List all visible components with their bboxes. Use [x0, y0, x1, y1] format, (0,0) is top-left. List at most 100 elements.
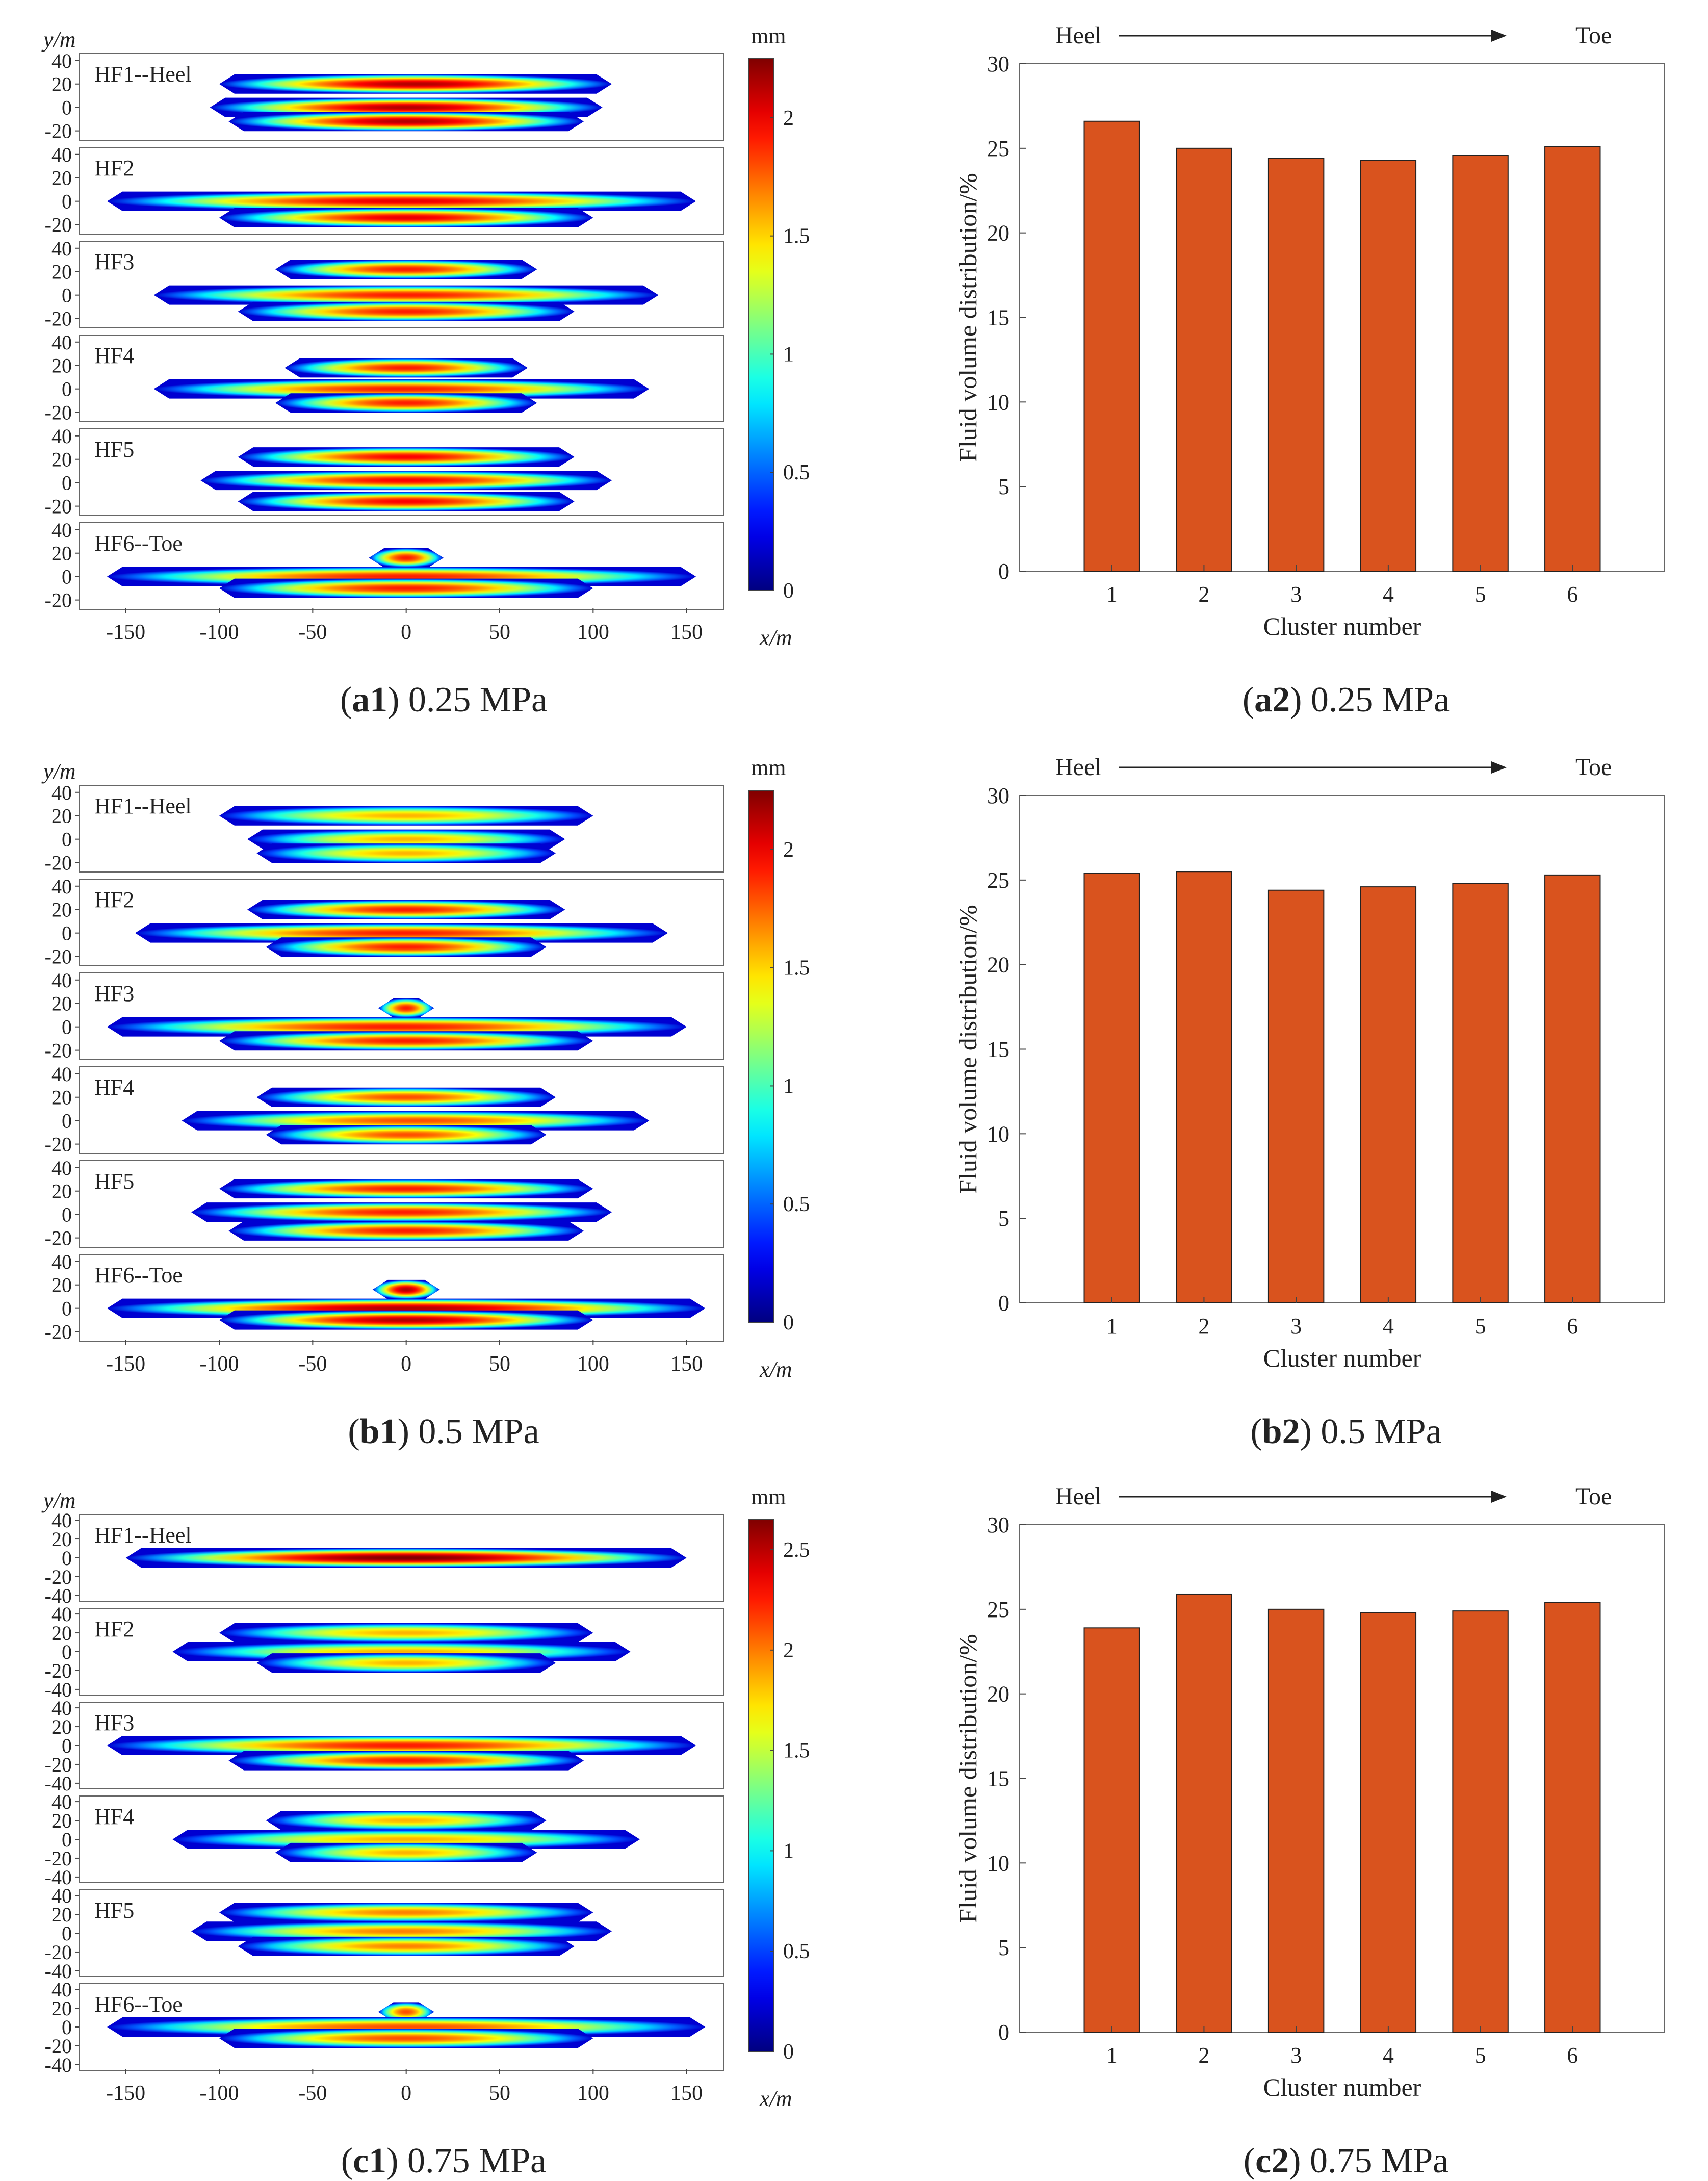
y-tick-label: 0 — [62, 190, 72, 213]
x-tick-label: -100 — [200, 2082, 239, 2105]
colorbar-tick-label: 1.5 — [783, 225, 810, 248]
fracture-width-contour — [256, 1653, 556, 1673]
bar-chart: Heel Toe 0 5 10 15 20 25 30 1 2 3 4 5 6 Cluster number F… — [953, 22, 1665, 640]
y-tick-label: 40 — [51, 49, 72, 72]
bar-chart: Heel Toe 0 5 10 15 20 25 30 1 2 3 4 5 6 Cluster number F… — [953, 1483, 1665, 2101]
x-tick-label: 4 — [1383, 2043, 1394, 2068]
colorbar-unit: mm — [751, 755, 786, 780]
bar — [1267, 158, 1325, 572]
y-tick-label: 40 — [51, 519, 72, 542]
fracture-width-contour — [219, 1623, 593, 1643]
x-tick-label: 5 — [1475, 2043, 1486, 2068]
bar — [1176, 1593, 1232, 2033]
y-tick-label: 10 — [987, 390, 1010, 415]
fracture-width-contour — [284, 358, 528, 378]
y-tick-label: 30 — [987, 52, 1010, 76]
y-tick-label: 20 — [987, 221, 1010, 246]
x-tick-label: 1 — [1106, 582, 1118, 607]
y-tick-label: 40 — [51, 1697, 72, 1720]
bar — [1083, 1627, 1140, 2033]
fracture-label: HF5 — [94, 1898, 134, 1923]
y-tick-label: 40 — [51, 1978, 72, 2001]
fracture-label: HF3 — [94, 249, 134, 274]
x-tick-label: -100 — [200, 621, 239, 644]
subplot-frame — [79, 1066, 724, 1154]
y-tick-label: 40 — [51, 425, 72, 448]
x-tick-label: 150 — [670, 621, 703, 644]
y-tick-label: -20 — [45, 120, 72, 143]
x-tick-label: -50 — [298, 621, 327, 644]
y-tick-label: 0 — [998, 2020, 1010, 2045]
x-tick-label: 100 — [577, 2082, 609, 2105]
y-tick-label: 0 — [62, 284, 72, 307]
y-tick-label: 40 — [51, 1790, 72, 1813]
fracture-width-contour — [266, 1125, 547, 1145]
x-tick-label: 3 — [1290, 2043, 1302, 2068]
y-tick-label: 20 — [51, 1997, 72, 2020]
y-tick-label: 0 — [62, 1110, 72, 1133]
fracture-width-contour — [107, 1736, 696, 1755]
y-tick-label: -20 — [45, 214, 72, 237]
x-tick-label: 4 — [1383, 582, 1394, 607]
y-tick-label: 0 — [998, 559, 1010, 584]
bar — [1083, 120, 1140, 572]
y-tick-label: -20 — [45, 1566, 72, 1588]
fracture-label: HF2 — [94, 156, 134, 181]
y-tick-label: 20 — [51, 1180, 72, 1203]
y-tick-label: 0 — [62, 1547, 72, 1570]
x-tick-label: 50 — [489, 1352, 510, 1376]
x-tick-label: 100 — [577, 1352, 609, 1376]
y-tick-label: 40 — [51, 1157, 72, 1179]
y-tick-label: -20 — [45, 401, 72, 424]
fracture-width-contour — [219, 74, 612, 94]
y-tick-label: -20 — [45, 1753, 72, 1776]
y-tick-label: 40 — [51, 781, 72, 804]
x-tick-label: 6 — [1567, 582, 1578, 607]
fracture-label: HF6--Toe — [94, 1992, 183, 2017]
y-tick-label: 0 — [62, 828, 72, 851]
x-tick-label: -100 — [200, 1352, 239, 1376]
y-tick-label: 40 — [51, 969, 72, 992]
fracture-width-contour — [219, 1903, 593, 1922]
x-tick-label: 0 — [401, 2082, 411, 2105]
x-tick-label: 0 — [401, 1352, 411, 1376]
panel-a: y/m40200-20HF1--Heel40200-20HF240200-20H… — [41, 22, 1665, 720]
arrow-head-icon — [1491, 1491, 1507, 1503]
fracture-label: HF6--Toe — [94, 1263, 183, 1288]
fracture-label: HF2 — [94, 1616, 134, 1641]
fracture-width-contour — [238, 447, 575, 467]
y-tick-label: 10 — [987, 1851, 1010, 1876]
y-tick-label: -20 — [45, 1659, 72, 1682]
x-tick-label: 2 — [1198, 1314, 1209, 1339]
y-tick-label: 20 — [51, 73, 72, 96]
bar — [1452, 883, 1509, 1303]
fracture-width-contour — [125, 1548, 687, 1568]
fracture-width-contour — [135, 923, 668, 943]
y-tick-label: -20 — [45, 1133, 72, 1156]
fracture-width-contour — [228, 112, 584, 132]
x-tick-label: 1 — [1106, 2043, 1118, 2068]
y-tick-label: 5 — [998, 1935, 1010, 1960]
fracture-width-contour — [266, 937, 547, 957]
bar — [1083, 873, 1140, 1303]
y-tick-label: 0 — [62, 566, 72, 588]
y-tick-label: 0 — [62, 1016, 72, 1039]
x-axis-title: Cluster number — [1263, 1344, 1421, 1372]
fracture-label: HF2 — [94, 887, 134, 912]
y-tick-label: 40 — [51, 1063, 72, 1086]
bar — [1267, 889, 1325, 1303]
y-tick-label: 20 — [51, 1622, 72, 1645]
colorbar-tick-label: 2 — [783, 107, 794, 130]
x-tick-label: 2 — [1198, 582, 1209, 607]
caption-label: b2 — [1262, 1412, 1300, 1451]
colorbar-unit: mm — [751, 23, 786, 48]
colorbar-tick-label: 0.5 — [783, 1193, 810, 1216]
y-tick-label: 20 — [51, 167, 72, 190]
